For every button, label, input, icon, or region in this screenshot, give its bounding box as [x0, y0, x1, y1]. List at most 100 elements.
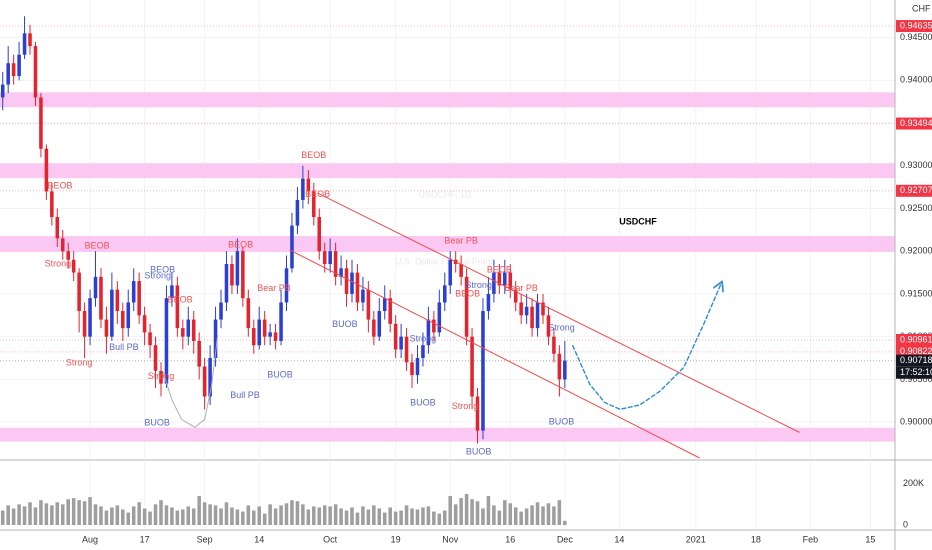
candle-body [39, 97, 43, 149]
candle-body [131, 281, 136, 303]
volume-bar [344, 510, 349, 525]
candle-body [66, 251, 70, 260]
volume-bar [301, 504, 305, 525]
volume-bar [459, 498, 463, 525]
volume-bar [350, 507, 354, 525]
candle-body [339, 268, 343, 277]
candle-body [284, 268, 289, 303]
volume-bar [541, 506, 545, 525]
volume-bar [186, 506, 191, 525]
zone [0, 92, 895, 108]
volume-bar [355, 512, 360, 525]
volume-bar [251, 510, 256, 525]
x-tick-label: Sep [197, 534, 213, 544]
volume-bar [432, 511, 436, 525]
volume-bar [552, 506, 556, 525]
volume-bar [486, 496, 491, 525]
candle-body [344, 268, 349, 294]
zone [0, 236, 895, 252]
drawing [162, 334, 219, 428]
candle-body [213, 319, 218, 359]
volume-bar [426, 506, 431, 525]
annotation: Strong [465, 280, 492, 290]
volume-bar [82, 501, 87, 525]
candle-body [382, 298, 387, 312]
candle-body [82, 311, 87, 337]
candle-body [17, 54, 21, 77]
candle-body [88, 298, 92, 337]
volume-bar [361, 506, 365, 525]
price-tag [896, 354, 932, 367]
candle-body [524, 306, 529, 316]
candle-body [60, 238, 65, 252]
candle-body [268, 332, 272, 337]
volume-bar [437, 513, 442, 525]
annotation: BEOB [228, 240, 253, 250]
y-tick-label: 0.92500 [900, 203, 932, 213]
drawing [317, 192, 800, 433]
candle-body [77, 272, 81, 312]
y-tick-label: 0.92000 [900, 246, 932, 256]
candle-body [115, 289, 120, 312]
annotation: Bear PB [444, 235, 478, 245]
volume-bar [475, 501, 480, 525]
annotation: BEOB [487, 264, 512, 274]
candle-body [208, 358, 212, 397]
candle-body [355, 272, 360, 303]
volume-bar [11, 508, 16, 525]
candle-body [328, 251, 332, 265]
x-tick-label: 19 [391, 534, 401, 544]
x-tick-label: 15 [865, 534, 875, 544]
y-tick-label: 0.90000 [900, 416, 932, 426]
candle-body [6, 63, 10, 85]
volume-bar [104, 510, 109, 525]
volume-bar [492, 505, 496, 525]
candle-body [393, 323, 398, 350]
candle-body [142, 315, 147, 333]
annotation: Strong [548, 322, 575, 332]
candle-body [475, 396, 480, 431]
candle-body [121, 311, 125, 329]
annotation: Strong [144, 270, 171, 280]
volume-bar [415, 509, 420, 525]
volume-bar [290, 500, 294, 525]
candle-body [99, 276, 103, 320]
price-tag [896, 333, 932, 346]
candle-body [175, 285, 180, 329]
x-tick-label: Nov [442, 534, 459, 544]
candle-body [44, 148, 49, 192]
candle-body [110, 289, 114, 337]
volume-bar [410, 508, 414, 525]
candle-body [137, 281, 141, 316]
annotation: Bear PB [504, 283, 538, 293]
volume-bar [131, 506, 136, 525]
candle-body [317, 217, 322, 252]
candle-body [388, 298, 392, 324]
candle-body [503, 272, 507, 286]
volume-bar [519, 511, 523, 525]
candle-body [164, 298, 169, 384]
price-tag-label: 0.90822 [900, 346, 932, 356]
candle-body [312, 191, 316, 218]
volume-bar [513, 507, 518, 525]
volume-bar [497, 510, 502, 525]
volume-tick-label: 0 [903, 519, 908, 529]
candle-body [93, 276, 98, 299]
candle-body [464, 276, 469, 337]
candle-body [513, 289, 518, 303]
price-tag-label: 0.94635 [900, 20, 932, 30]
volume-bar [55, 502, 60, 525]
volume-bar [66, 499, 70, 525]
candle-body [219, 302, 223, 320]
candle-body [486, 293, 491, 312]
volume-bar [208, 504, 212, 525]
annotation: Bear PB [257, 283, 291, 293]
candle-body [170, 285, 174, 299]
candle-body [459, 264, 463, 277]
volume-bar [328, 506, 332, 525]
volume-bar [60, 504, 65, 525]
volume-bar [377, 508, 382, 525]
volume-bar [421, 507, 425, 525]
volume-bar [213, 505, 218, 525]
